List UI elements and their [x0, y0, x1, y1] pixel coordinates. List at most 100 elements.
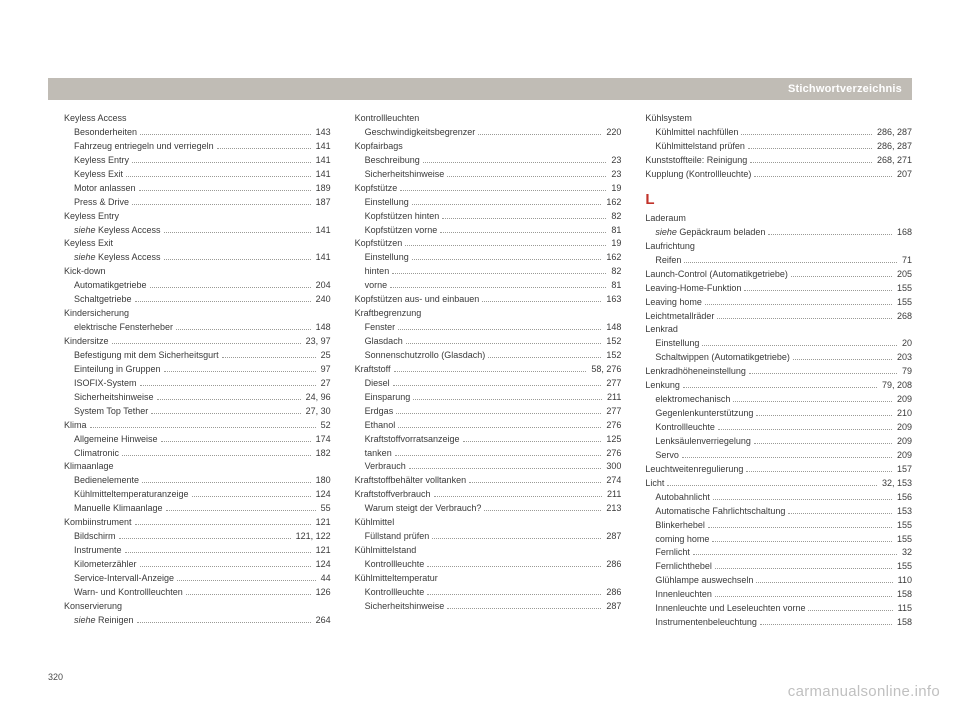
- entry-page: 79, 208: [880, 379, 912, 393]
- leader-dots: [478, 134, 601, 135]
- index-entry: Schaltwippen (Automatikgetriebe)203: [645, 351, 912, 365]
- index-entry: Innenleuchten158: [645, 588, 912, 602]
- entry-page: 23: [609, 154, 621, 168]
- index-entry: elektrische Fensterheber148: [64, 321, 331, 335]
- entry-label: Verbrauch: [365, 460, 406, 474]
- leader-dots: [750, 162, 872, 163]
- entry-label: Allgemeine Hinweise: [74, 433, 158, 447]
- index-entry: Kontrollleuchte286: [355, 558, 622, 572]
- entry-label: Konservierung: [64, 600, 122, 614]
- entry-page: 240: [314, 293, 331, 307]
- index-heading: Kühlsystem: [645, 112, 912, 126]
- leader-dots: [125, 552, 311, 553]
- entry-page: 155: [895, 519, 912, 533]
- entry-label: Leaving-Home-Funktion: [645, 282, 741, 296]
- index-entry: Beschreibung23: [355, 154, 622, 168]
- entry-page: 153: [895, 505, 912, 519]
- entry-label: Leichtmetallräder: [645, 310, 714, 324]
- entry-label: System Top Tether: [74, 405, 148, 419]
- entry-label: ISOFIX-System: [74, 377, 137, 391]
- leader-dots: [394, 371, 587, 372]
- index-entry: elektromechanisch209: [645, 393, 912, 407]
- entry-label: Press & Drive: [74, 196, 129, 210]
- entry-label: Fenster: [365, 321, 396, 335]
- index-entry: Geschwindigkeitsbegrenzer220: [355, 126, 622, 140]
- index-heading: Kopfairbags: [355, 140, 622, 154]
- leader-dots: [463, 441, 602, 442]
- index-entry: Automatikgetriebe204: [64, 279, 331, 293]
- index-columns: Keyless AccessBesonderheiten143Fahrzeug …: [64, 112, 912, 668]
- leader-dots: [440, 232, 606, 233]
- entry-page: 274: [604, 474, 621, 488]
- index-entry: Kraftstoffbehälter volltanken274: [355, 474, 622, 488]
- entry-label: hinten: [365, 265, 390, 279]
- entry-page: 210: [895, 407, 912, 421]
- leader-dots: [756, 582, 892, 583]
- entry-page: 158: [895, 588, 912, 602]
- entry-label: Automatikgetriebe: [74, 279, 147, 293]
- entry-label: Licht: [645, 477, 664, 491]
- entry-label: Fernlichthebel: [655, 560, 712, 574]
- entry-label: Kunststoffteile: Reinigung: [645, 154, 747, 168]
- index-entry: Schaltgetriebe240: [64, 293, 331, 307]
- entry-page: 155: [895, 560, 912, 574]
- index-entry: Motor anlassen189: [64, 182, 331, 196]
- entry-page: 25: [319, 349, 331, 363]
- index-heading: Lenkrad: [645, 323, 912, 337]
- entry-page: 189: [314, 182, 331, 196]
- leader-dots: [705, 304, 892, 305]
- index-entry: Füllstand prüfen287: [355, 530, 622, 544]
- entry-page: 174: [314, 433, 331, 447]
- leader-dots: [718, 429, 892, 430]
- entry-label: Innenleuchte und Leseleuchten vorne: [655, 602, 805, 616]
- entry-label: Einstellung: [655, 337, 699, 351]
- index-entry: Kraftstoffvorratsanzeige125: [355, 433, 622, 447]
- entry-page: 286, 287: [875, 126, 912, 140]
- index-entry: Blinkerhebel155: [645, 519, 912, 533]
- entry-page: 97: [319, 363, 331, 377]
- index-entry: Kunststoffteile: Reinigung268, 271: [645, 154, 912, 168]
- entry-page: 148: [314, 321, 331, 335]
- entry-label: Kontrollleuchte: [365, 586, 425, 600]
- entry-label: Sonnenschutzrollo (Glasdach): [365, 349, 486, 363]
- index-heading: Kühlmitteltemperatur: [355, 572, 622, 586]
- leader-dots: [90, 427, 316, 428]
- index-heading: Kontrollleuchten: [355, 112, 622, 126]
- leader-dots: [484, 510, 601, 511]
- leader-dots: [400, 190, 606, 191]
- entry-label: Launch-Control (Automatikgetriebe): [645, 268, 788, 282]
- leader-dots: [122, 455, 311, 456]
- leader-dots: [135, 524, 311, 525]
- entry-page: 156: [895, 491, 912, 505]
- entry-page: 209: [895, 393, 912, 407]
- leader-dots: [749, 373, 897, 374]
- index-entry: Sicherheitshinweise287: [355, 600, 622, 614]
- entry-page: 52: [319, 419, 331, 433]
- entry-label: Kraftstoffverbrauch: [355, 488, 431, 502]
- column-2: KontrollleuchtenGeschwindigkeitsbegrenze…: [355, 112, 622, 668]
- entry-page: 115: [896, 602, 912, 616]
- leader-dots: [132, 162, 311, 163]
- leader-dots: [412, 259, 602, 260]
- entry-page: 207: [895, 168, 912, 182]
- leader-dots: [741, 134, 872, 135]
- index-entry: Kontrollleuchte286: [355, 586, 622, 600]
- leader-dots: [186, 594, 311, 595]
- column-1: Keyless AccessBesonderheiten143Fahrzeug …: [64, 112, 331, 668]
- leader-dots: [166, 510, 316, 511]
- entry-page: 211: [605, 391, 621, 405]
- entry-page: 71: [900, 254, 912, 268]
- entry-label: Kühlmittelstand: [355, 544, 417, 558]
- watermark: carmanualsonline.info: [788, 683, 940, 700]
- leader-dots: [135, 301, 311, 302]
- entry-label: Fahrzeug entriegeln und verriegeln: [74, 140, 214, 154]
- index-heading: Keyless Entry: [64, 210, 331, 224]
- leader-dots: [413, 399, 602, 400]
- entry-label: Kontrollleuchte: [655, 421, 715, 435]
- index-heading: Klimaanlage: [64, 460, 331, 474]
- index-entry: Automatische Fahrlichtschaltung153: [645, 505, 912, 519]
- leader-dots: [119, 538, 291, 539]
- leader-dots: [398, 427, 601, 428]
- index-entry: coming home155: [645, 533, 912, 547]
- index-entry: Instrumentenbeleuchtung158: [645, 616, 912, 630]
